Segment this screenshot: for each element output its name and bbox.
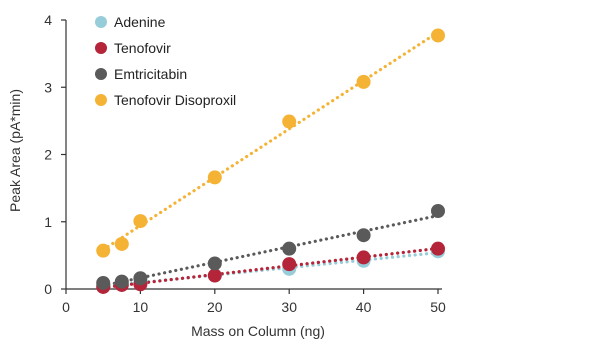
y-tick-label: 0 — [44, 281, 52, 297]
data-point — [114, 274, 129, 289]
data-points — [96, 28, 445, 294]
data-point — [282, 241, 297, 256]
data-point — [431, 203, 445, 218]
legend-label: Emtricitabin — [114, 66, 187, 82]
data-point — [431, 28, 445, 43]
data-point — [282, 114, 297, 129]
data-point — [133, 271, 148, 286]
x-tick-label: 0 — [62, 299, 70, 315]
y-axis-title: Peak Area (pA*min) — [7, 89, 23, 212]
x-axis-title: Mass on Column (ng) — [191, 323, 325, 339]
legend: Adenine Tenofovir Emtricitabin Tenofovir Di… — [95, 14, 236, 108]
data-point — [356, 228, 371, 243]
x-tick-label: 50 — [430, 299, 446, 315]
trendline-layer — [101, 30, 440, 290]
legend-swatch — [95, 68, 107, 80]
data-point — [96, 243, 111, 258]
x-tick-label: 20 — [207, 299, 223, 315]
legend-label: Tenofovir — [114, 40, 171, 56]
data-point — [356, 250, 371, 265]
trendline-2 — [101, 214, 440, 288]
data-point — [96, 275, 111, 290]
x-tick-label: 30 — [281, 299, 297, 315]
data-point — [207, 170, 222, 185]
y-tick-label: 3 — [44, 79, 52, 95]
y-tick-label: 1 — [44, 214, 52, 230]
y-tick-label: 2 — [44, 147, 52, 163]
x-tick-label: 40 — [356, 299, 372, 315]
data-point — [207, 256, 222, 271]
y-tick-label: 4 — [44, 12, 52, 28]
legend-swatch — [95, 42, 107, 54]
data-point — [431, 241, 445, 256]
trendline-3 — [101, 30, 440, 252]
legend-label: Tenofovir Disoproxil — [114, 92, 236, 108]
data-point — [356, 74, 371, 89]
x-tick-label: 10 — [133, 299, 149, 315]
data-point — [282, 257, 297, 272]
legend-swatch — [95, 94, 107, 106]
legend-label: Adenine — [114, 14, 166, 30]
ticks: 0 10 20 30 40 50 0 1 2 3 4 — [44, 12, 446, 315]
data-point — [133, 214, 148, 229]
legend-swatch — [95, 16, 107, 28]
data-point — [207, 268, 222, 283]
data-point — [114, 236, 129, 251]
trendline-1 — [101, 246, 440, 290]
